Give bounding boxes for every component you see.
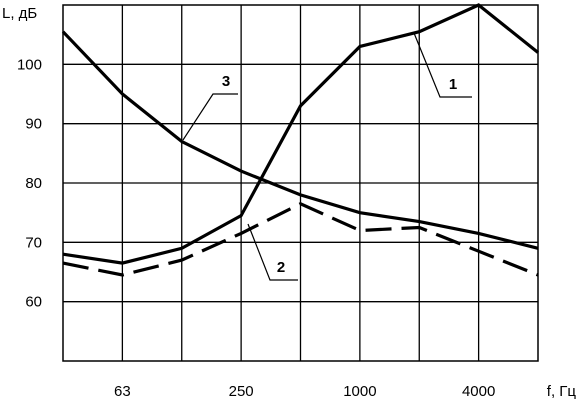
x-tick-label: 1000 <box>343 383 376 400</box>
series-layer <box>61 3 539 277</box>
series-line-3 <box>61 30 539 250</box>
x-axis-label: f, Гц <box>547 383 577 400</box>
x-tick-label: 4000 <box>462 383 495 400</box>
curve-label-leaders <box>182 32 472 281</box>
x-tick-label: 250 <box>229 383 254 400</box>
y-tick-label: 70 <box>25 234 42 251</box>
y-axis-label: L, дБ <box>2 5 37 22</box>
grid <box>62 4 539 362</box>
series-line-2 <box>62 202 539 277</box>
y-tick-label: 90 <box>25 116 42 133</box>
y-tick-label: 60 <box>25 294 42 311</box>
series-line-1 <box>62 3 539 265</box>
leader-line-3 <box>182 93 238 141</box>
leader-line-2 <box>247 223 298 281</box>
curve-label-1: 1 <box>449 76 457 93</box>
curve-label-3: 3 <box>222 73 230 90</box>
leader-line-1 <box>413 32 472 98</box>
labels: 60 70 80 90 100 63 250 1000 4000 L, дБ f, Гц 1 2 3 <box>2 5 576 400</box>
y-tick-label: 80 <box>25 175 42 192</box>
curve-label-2: 2 <box>277 259 285 276</box>
x-tick-label: 63 <box>114 383 131 400</box>
y-tick-label: 100 <box>17 56 42 73</box>
